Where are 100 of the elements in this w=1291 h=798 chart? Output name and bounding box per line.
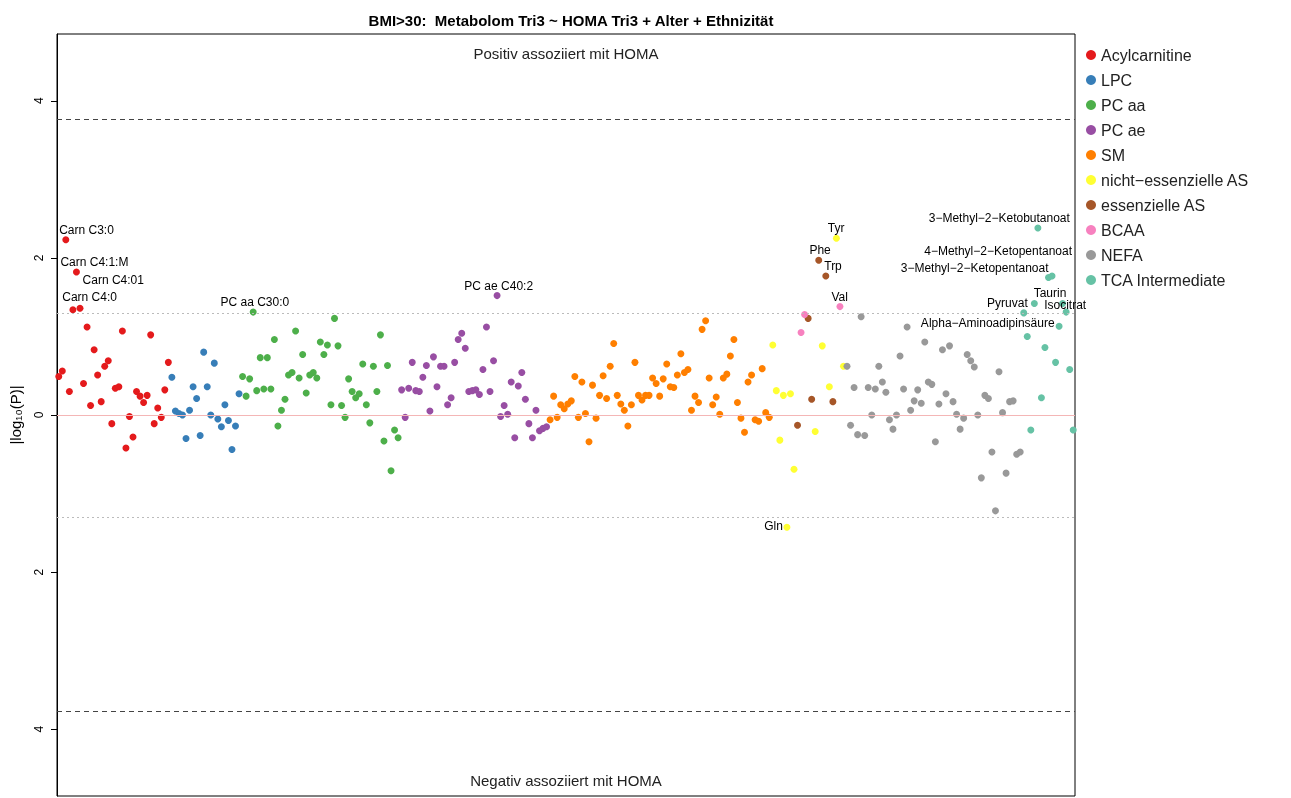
point: [808, 395, 816, 403]
y-tick-label: 2: [32, 568, 46, 576]
point: [769, 341, 777, 349]
point: [327, 401, 335, 409]
point: [811, 428, 819, 435]
data-label: Tyr: [827, 221, 845, 236]
point: [984, 395, 992, 402]
point: [270, 336, 278, 344]
point: [977, 474, 985, 482]
point: [1052, 358, 1060, 366]
point: [277, 406, 285, 414]
point: [797, 329, 805, 337]
point: [486, 387, 494, 395]
point: [528, 434, 536, 442]
point: [217, 423, 225, 431]
point: [461, 344, 469, 352]
point: [914, 386, 922, 394]
point: [1041, 343, 1049, 351]
point: [288, 369, 296, 377]
point: [885, 416, 893, 424]
point: [532, 406, 540, 414]
point: [359, 360, 367, 368]
point: [836, 303, 844, 311]
point: [221, 401, 229, 409]
point: [543, 423, 551, 431]
point: [369, 362, 377, 370]
point: [772, 387, 780, 395]
point: [963, 351, 971, 359]
point: [348, 387, 356, 395]
point: [917, 399, 925, 407]
point: [970, 363, 978, 371]
data-label: Phe: [809, 243, 832, 258]
point: [815, 256, 823, 264]
point: [956, 425, 964, 433]
point: [857, 313, 865, 321]
point: [214, 415, 222, 423]
point: [500, 402, 508, 410]
data-label: Trp: [824, 258, 843, 273]
point: [260, 385, 268, 393]
point: [825, 383, 833, 391]
legend-label: LPC: [1101, 71, 1133, 89]
point: [882, 388, 890, 396]
point: [246, 375, 254, 383]
point: [910, 397, 918, 405]
point: [907, 406, 915, 414]
point: [447, 394, 455, 402]
point: [818, 342, 826, 350]
point: [281, 395, 289, 403]
y-tick-label: 4: [32, 97, 46, 105]
y-tick-label: 0: [32, 411, 46, 419]
point: [101, 362, 109, 370]
point: [267, 385, 275, 393]
point: [991, 507, 999, 515]
point: [458, 329, 466, 337]
point: [362, 401, 370, 409]
point: [779, 391, 787, 399]
point: [871, 385, 879, 393]
point: [783, 523, 791, 531]
point: [1023, 332, 1031, 340]
point: [189, 383, 197, 391]
y-tick-label: 2: [32, 254, 46, 262]
point: [864, 384, 872, 391]
point: [320, 351, 328, 359]
point: [1037, 394, 1045, 402]
legend-label: PC ae: [1101, 121, 1146, 139]
point: [115, 383, 123, 391]
point: [419, 373, 427, 381]
point: [136, 392, 144, 400]
data-label: Alpha−Aminoadipinsäure: [920, 316, 1055, 331]
data-label: 4−Methyl−2−Ketopentanoat: [924, 243, 1073, 258]
point: [295, 374, 303, 382]
point: [69, 306, 77, 314]
point: [921, 338, 929, 346]
data-label: Carn C4:01: [82, 273, 145, 288]
point: [164, 358, 172, 366]
point: [104, 357, 112, 365]
point: [62, 236, 70, 244]
legend-label: SM: [1101, 146, 1125, 164]
point: [150, 420, 158, 428]
point: [366, 419, 374, 427]
point: [55, 373, 63, 381]
point: [875, 362, 883, 370]
annotation: Positiv assoziiert mit HOMA: [473, 44, 659, 62]
point: [394, 434, 402, 442]
point: [292, 327, 300, 335]
point: [878, 378, 886, 386]
legend-label: nicht−essenzielle AS: [1101, 171, 1249, 189]
point: [433, 383, 441, 391]
point: [108, 420, 116, 428]
point: [967, 357, 975, 365]
point: [861, 431, 869, 439]
point: [786, 390, 794, 398]
data-label: Taurin: [1033, 286, 1067, 301]
point: [949, 398, 957, 406]
point: [253, 387, 261, 395]
point: [405, 384, 413, 392]
point: [87, 402, 95, 410]
point: [168, 373, 176, 381]
point: [242, 392, 250, 400]
data-label: 3−Methyl−2−Ketobutanoat: [928, 211, 1071, 226]
